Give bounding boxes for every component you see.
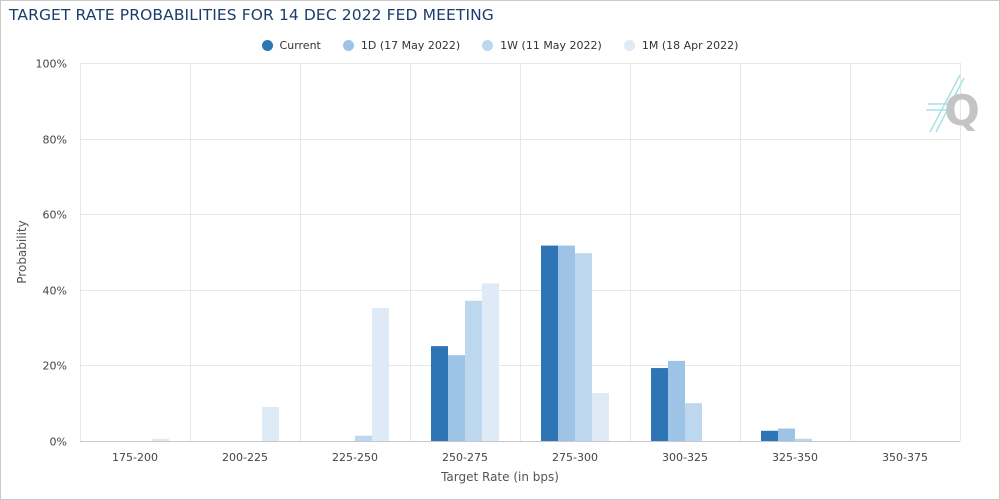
bar[interactable] [262, 406, 279, 441]
legend-item[interactable]: Current [261, 36, 321, 54]
x-tick-label: 300-325 [662, 451, 708, 464]
bar[interactable] [558, 245, 575, 441]
bar[interactable] [685, 403, 702, 441]
quikstrike-logo-icon: Q [926, 74, 980, 135]
x-tick-label: 200-225 [222, 451, 268, 464]
bar[interactable] [448, 355, 465, 441]
legend-label: 1M (18 Apr 2022) [641, 38, 739, 52]
bar[interactable] [795, 438, 812, 441]
y-tick-labels: 0% 20% 40% 60% 80% 100% [36, 58, 67, 449]
bar[interactable] [541, 245, 558, 441]
bar[interactable] [152, 438, 169, 441]
grid-lines [80, 63, 961, 441]
legend-label: 1W (11 May 2022) [500, 38, 602, 52]
chart-legend: Current 1D (17 May 2022) 1W (11 May 2022) 1… [0, 36, 1000, 54]
bar[interactable] [482, 283, 499, 441]
legend-swatch [261, 39, 273, 51]
legend-label: Current [279, 38, 321, 52]
bar[interactable] [778, 428, 795, 441]
y-tick-label: 100% [36, 58, 67, 71]
x-tick-labels: 175-200 200-225 225-250 250-275 275-300 300-3… [112, 451, 928, 464]
y-tick-label: 80% [43, 134, 67, 147]
x-tick-label: 350-375 [882, 451, 928, 464]
y-tick-label: 60% [43, 209, 67, 222]
bar[interactable] [431, 346, 448, 441]
x-tick-label: 175-200 [112, 451, 158, 464]
legend-item[interactable]: 1M (18 Apr 2022) [623, 36, 739, 54]
legend-swatch [623, 39, 635, 51]
watermark-letter: Q [944, 86, 980, 135]
x-tick-label: 225-250 [332, 451, 378, 464]
legend-swatch [342, 39, 354, 51]
x-axis-label: Target Rate (in bps) [441, 470, 559, 484]
bars [152, 245, 812, 441]
x-tick-label: 325-350 [772, 451, 818, 464]
legend-swatch [482, 39, 494, 51]
bar[interactable] [355, 435, 372, 441]
legend-item[interactable]: 1W (11 May 2022) [482, 36, 602, 54]
y-axis-label: Probability [15, 220, 29, 284]
bar[interactable] [372, 307, 389, 441]
bar[interactable] [592, 392, 609, 441]
legend-label: 1D (17 May 2022) [360, 38, 461, 52]
bar[interactable] [668, 360, 685, 441]
bar[interactable] [575, 253, 592, 441]
bar[interactable] [465, 300, 482, 441]
y-tick-label: 20% [43, 360, 67, 373]
bar[interactable] [651, 368, 668, 441]
x-tick-label: 250-275 [442, 451, 488, 464]
chart-title: TARGET RATE PROBABILITIES FOR 14 DEC 202… [9, 6, 494, 24]
legend-item[interactable]: 1D (17 May 2022) [342, 36, 461, 54]
bar[interactable] [761, 430, 778, 441]
y-tick-label: 0% [50, 436, 67, 449]
y-tick-label: 40% [43, 285, 67, 298]
x-tick-label: 275-300 [552, 451, 598, 464]
